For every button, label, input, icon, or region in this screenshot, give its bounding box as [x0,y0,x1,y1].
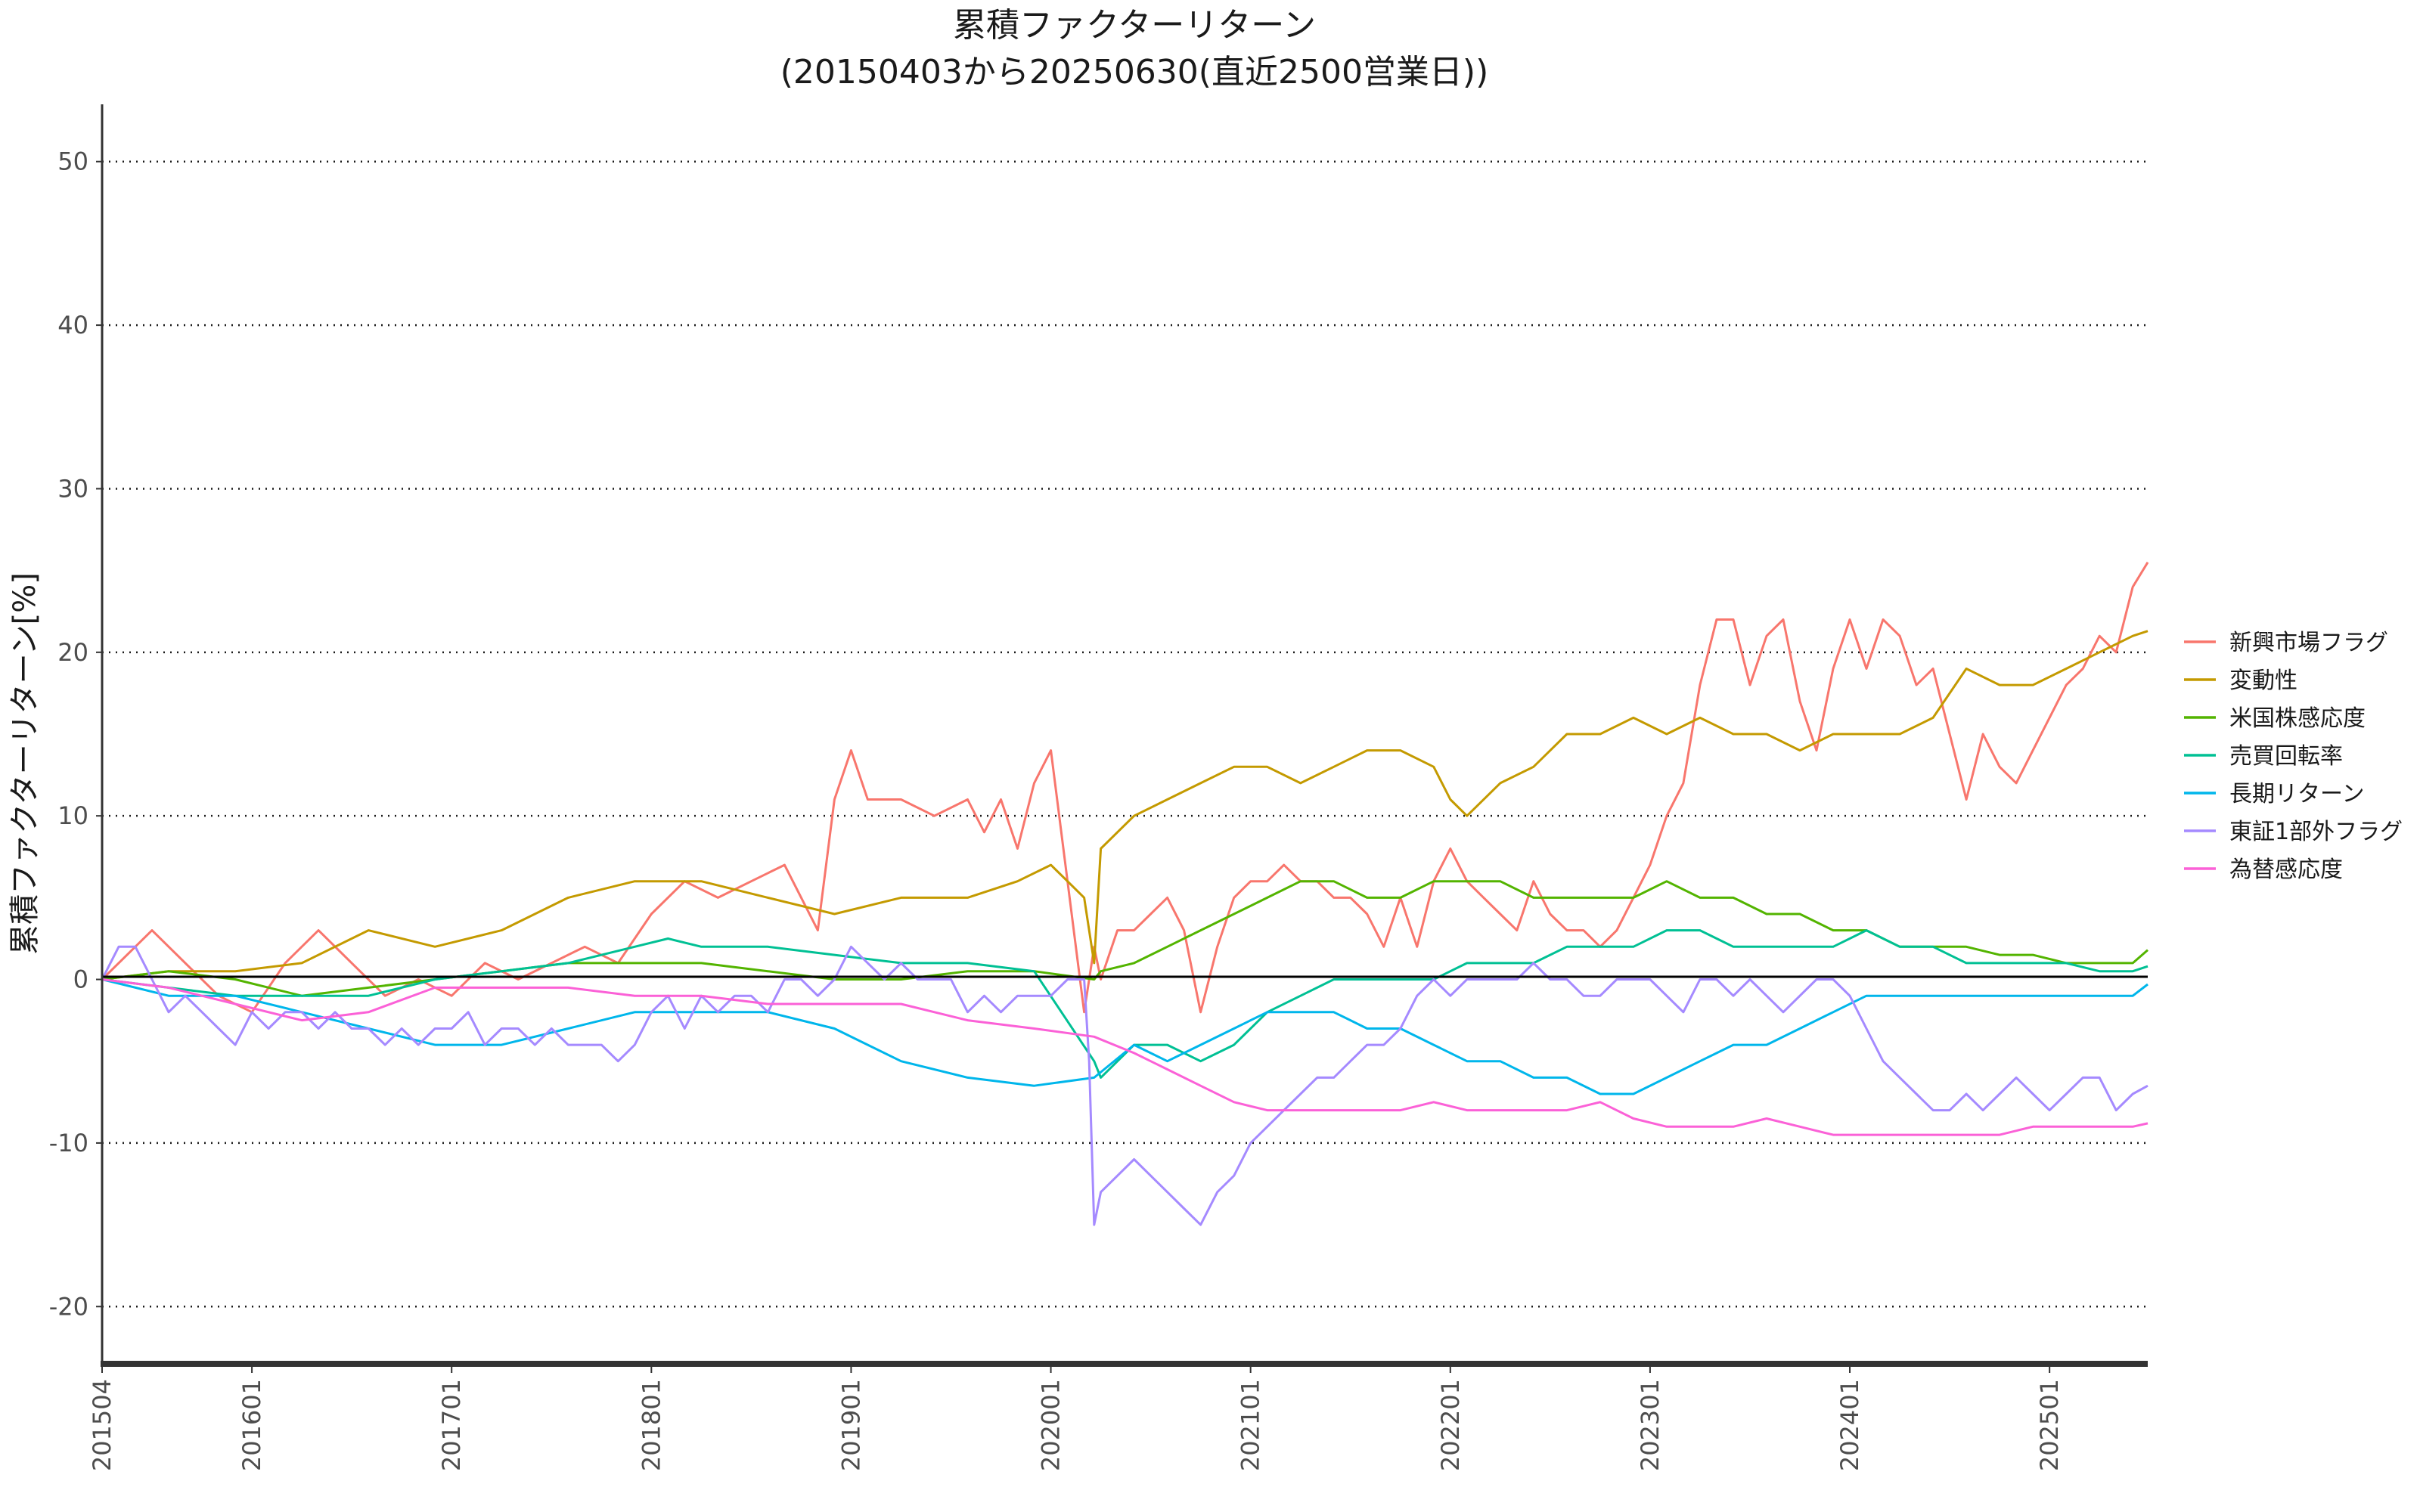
legend-item: 米国株感応度 [2184,705,2366,732]
x-tick-label: 201801 [637,1379,666,1471]
y-tick-label: -20 [49,1292,88,1321]
legend-item: 東証1部外フラグ [2184,819,2403,845]
x-tick-label: 201701 [437,1379,466,1471]
series-line [101,945,2149,1226]
x-tick-label: 202401 [1835,1379,1864,1471]
legend-label: 変動性 [2229,668,2297,694]
x-axis-ticks: 201504 201601 201701 201801 201901 202001 2021… [88,1364,2064,1471]
series-lines [101,562,2149,1226]
x-tick-label: 202501 [2035,1379,2064,1471]
series-line [101,562,2149,1014]
x-tick-label: 202301 [1636,1379,1665,1471]
legend-label: 東証1部外フラグ [2229,819,2403,845]
y-tick-label: 50 [57,147,88,176]
series-line [101,630,2149,981]
y-tick-label: 10 [57,801,88,830]
series-line [101,978,2149,1136]
y-tick-label: 30 [57,474,88,503]
x-tick-label: 201601 [237,1379,266,1471]
chart-title: 累積ファクターリターン [953,6,1316,45]
y-axis-label: 累積ファクターリターン[%] [8,572,42,955]
y-tick-label: 40 [57,311,88,339]
legend-label: 米国株感応度 [2229,705,2366,732]
y-axis-ticks: -20 -10 0 10 20 30 40 50 [49,147,102,1321]
legend-label: 売買回転率 [2229,743,2343,770]
legend-item: 長期リターン [2184,781,2365,807]
y-tick-label: 20 [57,638,88,667]
x-tick-label: 202101 [1236,1379,1265,1471]
gridlines [102,160,2148,1308]
y-tick-label: -10 [49,1129,88,1157]
y-tick-label: 0 [73,965,88,994]
legend-item: 新興市場フラグ [2184,630,2388,656]
legend-label: 為替感応度 [2229,857,2343,883]
legend-item: 為替感応度 [2184,857,2343,883]
x-tick-label: 201901 [836,1379,865,1471]
series-line [101,880,2149,997]
x-tick-label: 201504 [88,1379,116,1471]
legend-item: 変動性 [2184,668,2297,694]
series-line [101,929,2149,1079]
legend-label: 長期リターン [2229,781,2365,807]
x-tick-label: 202201 [1436,1379,1465,1471]
chart-subtitle: (20150403から20250630(直近2500営業日)) [780,53,1489,91]
x-tick-label: 202001 [1037,1379,1066,1471]
legend-item: 売買回転率 [2184,743,2343,770]
legend-label: 新興市場フラグ [2229,630,2388,656]
series-line [101,978,2149,1095]
